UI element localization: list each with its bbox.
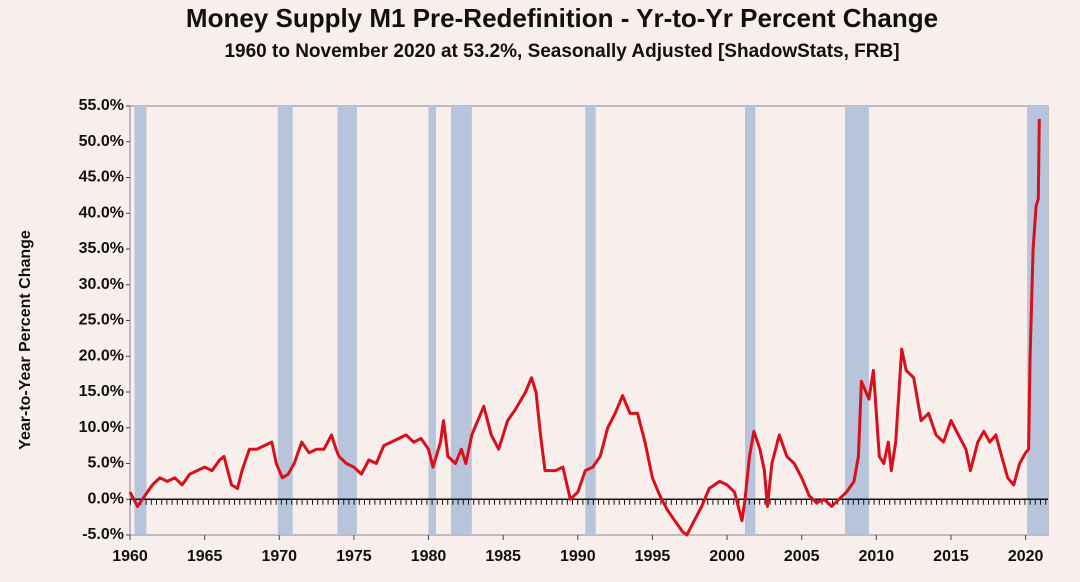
y-tick-label: 30.0% <box>79 276 124 293</box>
y-tick-label: 0.0% <box>88 490 124 507</box>
x-tick-label: 1990 <box>560 548 596 565</box>
y-tick-label: 50.0% <box>79 133 124 150</box>
x-tick-label: 1960 <box>112 548 148 565</box>
x-tick-label: 1970 <box>261 548 297 565</box>
y-tick-label: 45.0% <box>79 169 124 186</box>
x-tick-label: 1975 <box>336 548 372 565</box>
y-tick-label: 20.0% <box>79 347 124 364</box>
y-tick-label: 55.0% <box>79 97 124 114</box>
y-tick-label: 40.0% <box>79 204 124 221</box>
recession-band <box>337 106 357 535</box>
x-tick-label: 1985 <box>485 548 521 565</box>
x-tick-label: 1995 <box>635 548 671 565</box>
x-tick-label: 2000 <box>709 548 745 565</box>
y-tick-label: 35.0% <box>79 240 124 257</box>
x-tick-label: 2005 <box>784 548 820 565</box>
recession-band <box>428 106 436 535</box>
x-tick-label: 1980 <box>411 548 447 565</box>
recession-band <box>450 106 472 535</box>
recession-band <box>134 106 147 535</box>
recession-band <box>585 106 596 535</box>
y-tick-label: -5.0% <box>82 526 124 543</box>
y-tick-label: 5.0% <box>88 455 124 472</box>
x-tick-label: 1965 <box>187 548 223 565</box>
recession-band <box>1027 106 1048 535</box>
y-tick-label: 25.0% <box>79 312 124 329</box>
recession-band <box>744 106 756 535</box>
y-axis-label: Year-to-Year Percent Change <box>17 230 34 450</box>
y-tick-label: 10.0% <box>79 419 124 436</box>
x-tick-label: 2020 <box>1008 548 1044 565</box>
y-tick-label: 15.0% <box>79 383 124 400</box>
chart-title: Money Supply M1 Pre-Redefinition - Yr-to… <box>186 3 938 33</box>
recession-band <box>277 106 293 535</box>
data-line <box>128 118 1041 537</box>
x-tick-label: 2010 <box>859 548 895 565</box>
recession-band <box>844 106 869 535</box>
chart-subtitle: 1960 to November 2020 at 53.2%, Seasonal… <box>224 41 899 62</box>
x-tick-label: 2015 <box>933 548 969 565</box>
